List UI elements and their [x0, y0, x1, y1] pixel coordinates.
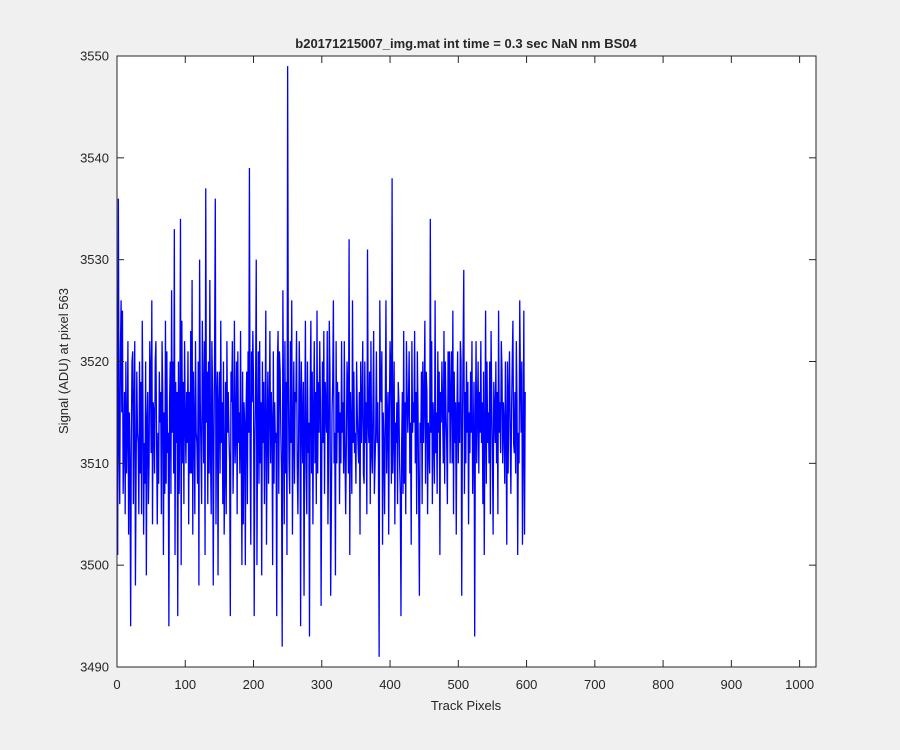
axes-box	[116, 55, 817, 668]
y-tick-label: 3490	[80, 660, 109, 675]
y-tick-label: 3550	[80, 49, 109, 64]
y-axis-label: Signal (ADU) at pixel 563	[56, 288, 71, 434]
chart-title: b20171215007_img.mat int time = 0.3 sec …	[295, 36, 637, 51]
x-tick-label: 0	[113, 677, 120, 692]
x-tick-label: 200	[243, 677, 265, 692]
x-tick-label: 500	[447, 677, 469, 692]
y-tick-label: 3500	[80, 558, 109, 573]
x-tick-label: 600	[516, 677, 538, 692]
x-tick-label: 300	[311, 677, 333, 692]
y-tick-label: 3520	[80, 354, 109, 369]
x-tick-label: 900	[721, 677, 743, 692]
y-tick-label: 3540	[80, 150, 109, 165]
y-tick-label: 3530	[80, 252, 109, 267]
x-tick-label: 800	[652, 677, 674, 692]
y-tick-label: 3510	[80, 456, 109, 471]
x-tick-label: 700	[584, 677, 606, 692]
x-tick-label: 100	[174, 677, 196, 692]
x-tick-label: 1000	[785, 677, 814, 692]
x-axis-label: Track Pixels	[431, 698, 502, 713]
series-layer	[117, 66, 526, 657]
x-tick-label: 400	[379, 677, 401, 692]
series-line	[117, 66, 526, 657]
ticks-layer: 0 100 200 300 400 500 600 700 800 900 1000 3490 3500…	[80, 49, 816, 692]
